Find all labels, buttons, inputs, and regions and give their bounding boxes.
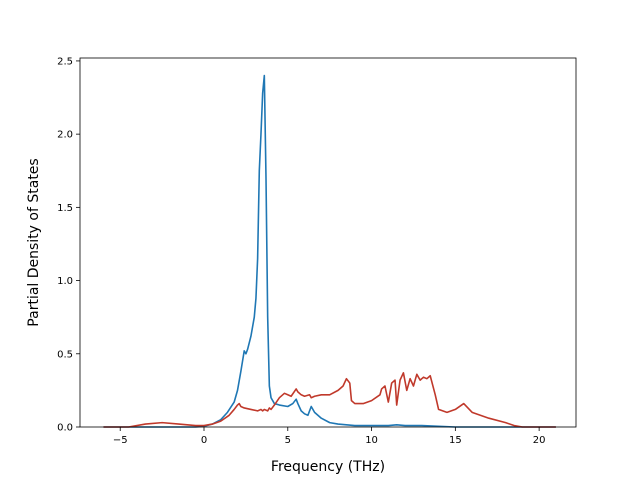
x-tick-label: 20 — [533, 435, 546, 446]
y-tick-label: 1.5 — [57, 203, 73, 214]
y-axis: 0.0 0.5 1.0 1.5 2.0 2.5 — [57, 56, 80, 434]
y-tick-label: 0.0 — [57, 423, 73, 434]
x-tick-label: 15 — [449, 435, 462, 446]
series-line-1 — [103, 74, 556, 428]
x-tick-label: 5 — [285, 435, 291, 446]
y-tick-label: 2.5 — [57, 56, 73, 67]
x-tick-label: −5 — [113, 435, 128, 446]
y-tick-label: 0.5 — [57, 349, 73, 360]
y-tick-label: 1.0 — [57, 276, 73, 287]
y-tick-label: 2.0 — [57, 130, 73, 141]
x-tick-label: 10 — [365, 435, 378, 446]
series-layer — [103, 74, 556, 428]
x-tick-label: 0 — [201, 435, 207, 446]
series-line-2 — [103, 372, 556, 428]
plot-area-frame — [79, 57, 577, 428]
y-axis-label: Partial Density of States — [26, 158, 42, 326]
x-axis-label: Frequency (THz) — [271, 459, 385, 475]
x-axis: −5 0 5 10 15 20 — [113, 427, 546, 446]
